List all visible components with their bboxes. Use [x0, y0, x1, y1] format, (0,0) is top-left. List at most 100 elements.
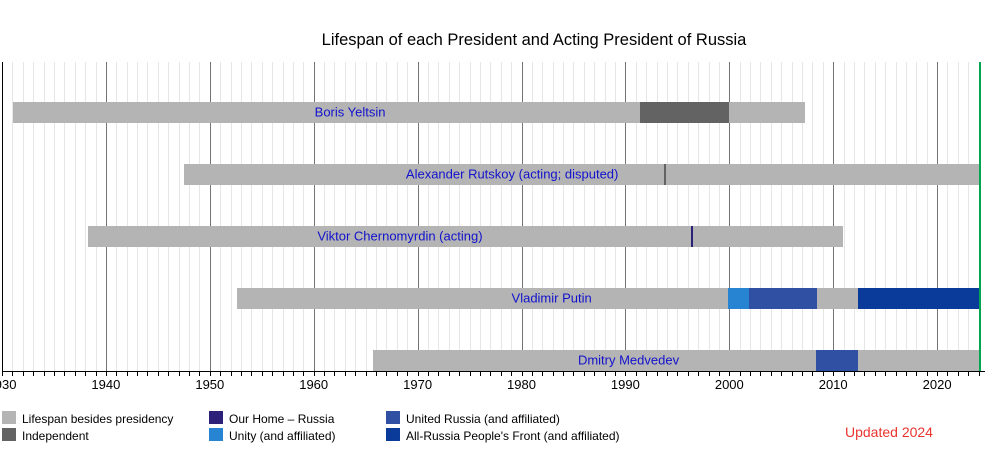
axis-tick — [396, 371, 398, 376]
axis-tick — [781, 371, 783, 376]
axis-tick — [344, 371, 346, 376]
gridline-minor — [189, 62, 191, 371]
gridline-minor — [511, 62, 513, 371]
gridline-minor — [12, 62, 14, 371]
axis-tick — [469, 371, 471, 376]
axis-tick — [542, 371, 544, 376]
axis-tick — [905, 371, 907, 376]
axis-tick — [615, 371, 616, 376]
axis-tick — [937, 371, 939, 376]
gridline-minor — [708, 62, 710, 371]
bar-segment-unity — [728, 287, 750, 309]
axis-tick — [199, 371, 201, 376]
gridline-minor — [698, 62, 700, 371]
axis-tick — [147, 371, 149, 376]
bar-label: Viktor Chernomyrdin (acting) — [317, 228, 483, 244]
gridline-minor — [583, 62, 585, 371]
gridline-minor — [812, 62, 814, 371]
gridline-minor — [594, 62, 596, 371]
axis-tick — [531, 371, 533, 376]
axis-tick-label: 1960 — [299, 377, 329, 392]
gridline-minor — [448, 62, 450, 371]
gridline-minor — [635, 62, 637, 371]
lifespan-bar — [372, 349, 979, 371]
axis-tick — [137, 371, 139, 376]
gridline-minor — [666, 62, 668, 371]
gridline-minor — [324, 62, 326, 371]
axis-tick — [666, 371, 668, 376]
gridline-minor — [552, 62, 554, 371]
axis-tick — [105, 371, 107, 376]
legend-swatch-unity — [209, 428, 223, 441]
legend-label: United Russia (and affiliated) — [406, 412, 560, 426]
now-line — [978, 62, 981, 371]
bar-segment-lifespan — [816, 287, 859, 309]
axis-tick — [563, 371, 565, 376]
gridline-minor — [864, 62, 866, 371]
axis-tick — [957, 371, 959, 376]
gridline-minor — [968, 62, 970, 371]
bar-label: Alexander Rutskoy (acting; disputed) — [405, 166, 619, 182]
axis-tick — [687, 371, 689, 376]
axis-tick-label: 1990 — [610, 377, 640, 392]
gridline-minor — [895, 62, 897, 371]
legend-label: Our Home – Russia — [229, 412, 335, 426]
gridline-minor — [615, 62, 616, 371]
axis-tick — [770, 371, 772, 376]
axis-tick — [459, 371, 461, 376]
axis-tick — [386, 371, 388, 376]
gridline-minor — [272, 62, 274, 371]
gridline-minor — [85, 62, 87, 371]
axis-tick — [552, 371, 554, 376]
gridline-minor — [355, 62, 357, 371]
axis-tick — [729, 371, 731, 376]
gridline-minor — [542, 62, 544, 371]
gridline-minor — [137, 62, 139, 371]
axis-tick — [833, 371, 835, 376]
bar-segment-lifespan — [665, 163, 979, 185]
axis-tick — [490, 371, 492, 376]
axis-tick — [292, 371, 294, 376]
legend-label: Independent — [22, 429, 89, 443]
gridline-minor — [926, 62, 928, 371]
gridline-minor — [531, 62, 533, 371]
x-axis-line — [2, 371, 985, 372]
gridline-minor — [947, 62, 949, 371]
bar-segment-independent — [663, 163, 666, 185]
bar-segment-united_russia — [815, 349, 859, 371]
gridline-major — [833, 62, 835, 371]
gridline-minor — [407, 62, 409, 371]
bar-segment-lifespan — [88, 225, 691, 247]
axis-tick — [334, 371, 336, 376]
gridline-major — [313, 62, 315, 371]
bar-segment-lifespan — [183, 163, 664, 185]
lifespan-bar — [13, 101, 806, 123]
gridline-minor — [490, 62, 492, 371]
axis-tick — [635, 371, 637, 376]
legend-swatch-lifespan — [2, 411, 16, 424]
gridline-major — [521, 62, 523, 371]
gridline-minor — [386, 62, 388, 371]
axis-tick — [313, 371, 315, 376]
gridline-minor — [64, 62, 66, 371]
legend-label: All-Russia People's Front (and affiliate… — [406, 429, 620, 443]
axis-tick — [978, 371, 980, 376]
axis-tick — [2, 371, 3, 376]
gridline-minor — [230, 62, 232, 371]
axis-tick — [240, 371, 242, 376]
axis-tick-label: 1970 — [403, 377, 433, 392]
gridline-minor — [781, 62, 783, 371]
gridline-minor — [802, 62, 804, 371]
gridline-minor — [261, 62, 263, 371]
gridline-minor — [303, 62, 305, 371]
axis-tick-label: 1980 — [507, 377, 536, 392]
gridline-minor — [874, 62, 876, 371]
gridline-minor — [957, 62, 959, 371]
axis-tick — [427, 371, 429, 376]
gridline-minor — [376, 62, 378, 371]
axis-tick — [230, 371, 232, 376]
gridline-minor — [74, 62, 76, 371]
axis-tick — [646, 371, 648, 376]
legend-label: Lifespan besides presidency — [22, 412, 174, 426]
legend-swatch-independent — [2, 428, 16, 441]
